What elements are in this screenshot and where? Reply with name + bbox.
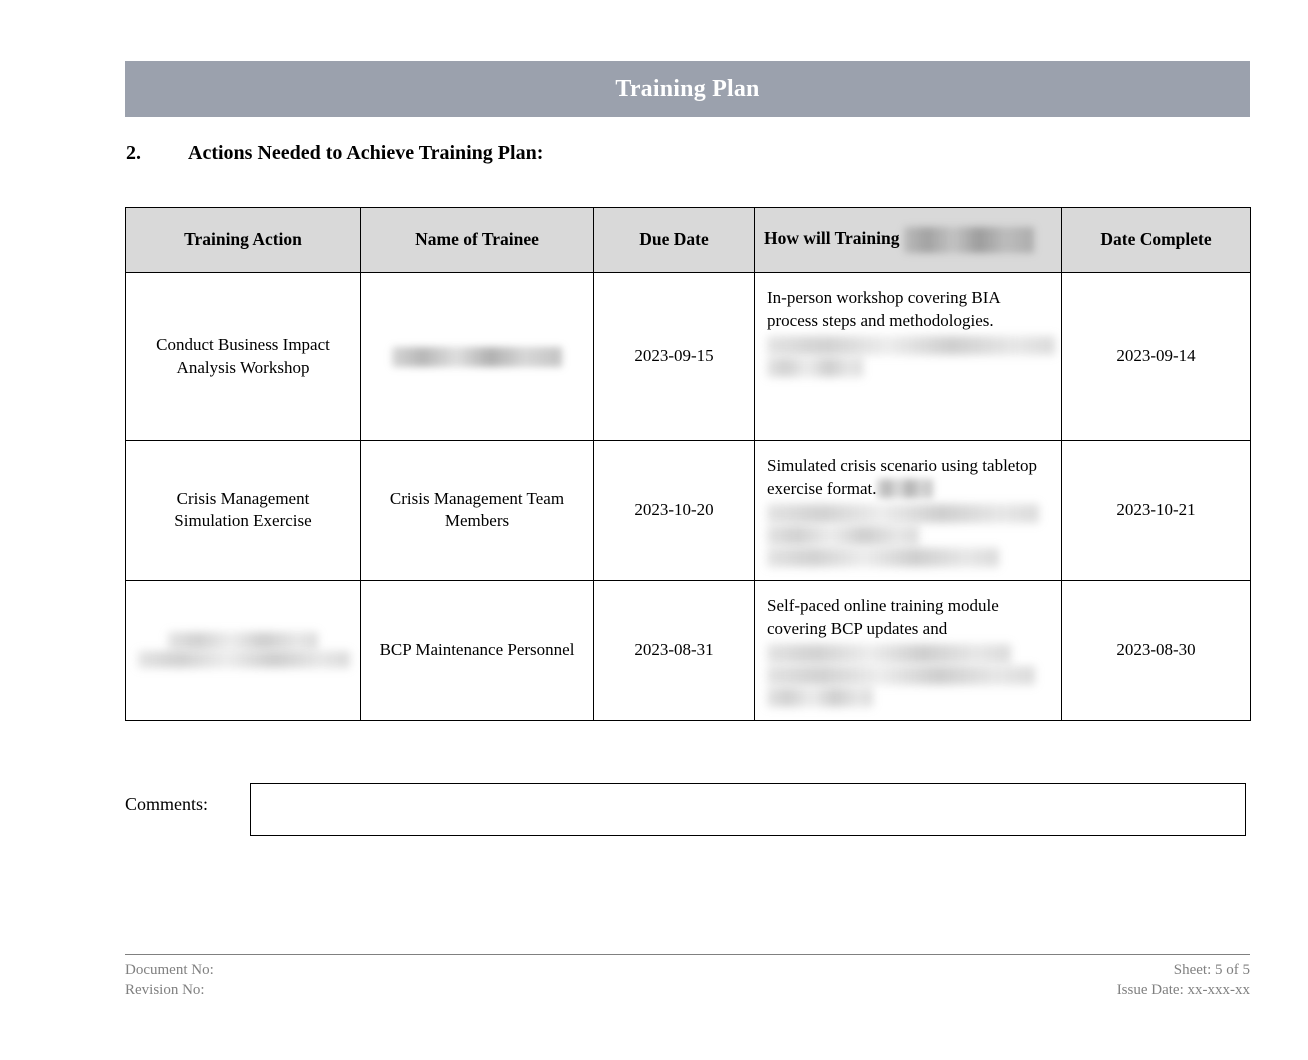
cell-due-date: 2023-09-15 xyxy=(593,272,755,441)
cell-how-will-training: In-person workshop covering BIA process … xyxy=(754,272,1062,441)
footer-left: Document No: Revision No: xyxy=(125,960,214,1001)
redacted-text-block xyxy=(767,547,999,567)
cell-date-complete: 2023-09-14 xyxy=(1061,272,1251,441)
table-row: Crisis Management Simulation Exercise Cr… xyxy=(125,440,1251,581)
column-header-training-action: Training Action xyxy=(125,207,361,273)
cell-name-of-trainee xyxy=(360,272,594,441)
cell-date-complete: 2023-08-30 xyxy=(1061,579,1251,721)
column-header-how-will-training-text: How will Training xyxy=(764,228,900,249)
cell-how-will-training-text: In-person workshop covering BIA process … xyxy=(767,288,1000,330)
redacted-text-block xyxy=(767,525,919,545)
cell-training-action xyxy=(125,579,361,721)
redacted-text-block xyxy=(767,665,1035,685)
comments-label: Comments: xyxy=(125,794,209,814)
cell-how-will-training-text: Self-paced online training module coveri… xyxy=(767,595,999,638)
redacted-text-block xyxy=(903,227,1034,253)
cell-name-of-trainee: BCP Maintenance Personnel xyxy=(360,579,594,721)
column-header-date-complete: Date Complete xyxy=(1061,207,1251,273)
table-header-row: Training Action Name of Trainee Due Date… xyxy=(125,207,1251,273)
column-header-how-will-training: How will Training xyxy=(754,207,1062,273)
comments-input[interactable] xyxy=(250,783,1246,836)
page-title: Training Plan xyxy=(615,75,760,102)
column-header-due-date: Due Date xyxy=(593,207,755,273)
cell-how-will-training-text: Simulated crisis scenario using tabletop… xyxy=(767,456,1038,498)
cell-due-date: 2023-10-20 xyxy=(593,440,755,581)
cell-how-will-training: Self-paced online training module coveri… xyxy=(754,579,1062,721)
table-row: BCP Maintenance Personnel 2023-08-31 Sel… xyxy=(125,579,1251,721)
cell-date-complete: 2023-10-21 xyxy=(1061,440,1251,581)
cell-due-date: 2023-08-31 xyxy=(593,579,755,721)
redacted-text-block xyxy=(767,335,1055,355)
footer-divider xyxy=(125,954,1250,955)
cell-training-action: Conduct Business Impact Analysis Worksho… xyxy=(125,272,361,441)
cell-name-of-trainee: Crisis Management Team Members xyxy=(360,440,594,581)
redacted-text-block xyxy=(168,632,318,650)
footer-issue-date: Issue Date: xx-xxx-xx xyxy=(1116,982,1250,999)
footer-right: Sheet: 5 of 5 Issue Date: xx-xxx-xx xyxy=(1117,960,1250,1001)
document-title-banner: Training Plan xyxy=(125,61,1250,117)
table-row: Conduct Business Impact Analysis Worksho… xyxy=(125,272,1251,441)
redacted-text-block xyxy=(767,357,863,377)
section-heading: 2. Actions Needed to Achieve Training Pla… xyxy=(126,142,543,165)
redacted-text-block xyxy=(392,347,562,368)
redacted-text-block xyxy=(767,503,1039,523)
redacted-text-block xyxy=(767,687,873,707)
cell-how-will-training: Simulated crisis scenario using tabletop… xyxy=(754,440,1062,581)
redacted-text-block xyxy=(876,478,933,498)
redacted-text-block xyxy=(767,643,1011,663)
section-number: 2. xyxy=(126,142,141,164)
cell-training-action: Crisis Management Simulation Exercise xyxy=(125,440,361,581)
footer-document-no: Document No: xyxy=(125,962,214,978)
footer-sheet: Sheet: 5 of 5 xyxy=(1173,962,1250,978)
redacted-text-block xyxy=(138,651,350,669)
section-title: Actions Needed to Achieve Training Plan: xyxy=(188,142,544,164)
training-actions-table: Training Action Name of Trainee Due Date… xyxy=(125,207,1251,721)
column-header-name-of-trainee: Name of Trainee xyxy=(360,207,594,273)
footer-revision-no: Revision No: xyxy=(125,982,205,999)
